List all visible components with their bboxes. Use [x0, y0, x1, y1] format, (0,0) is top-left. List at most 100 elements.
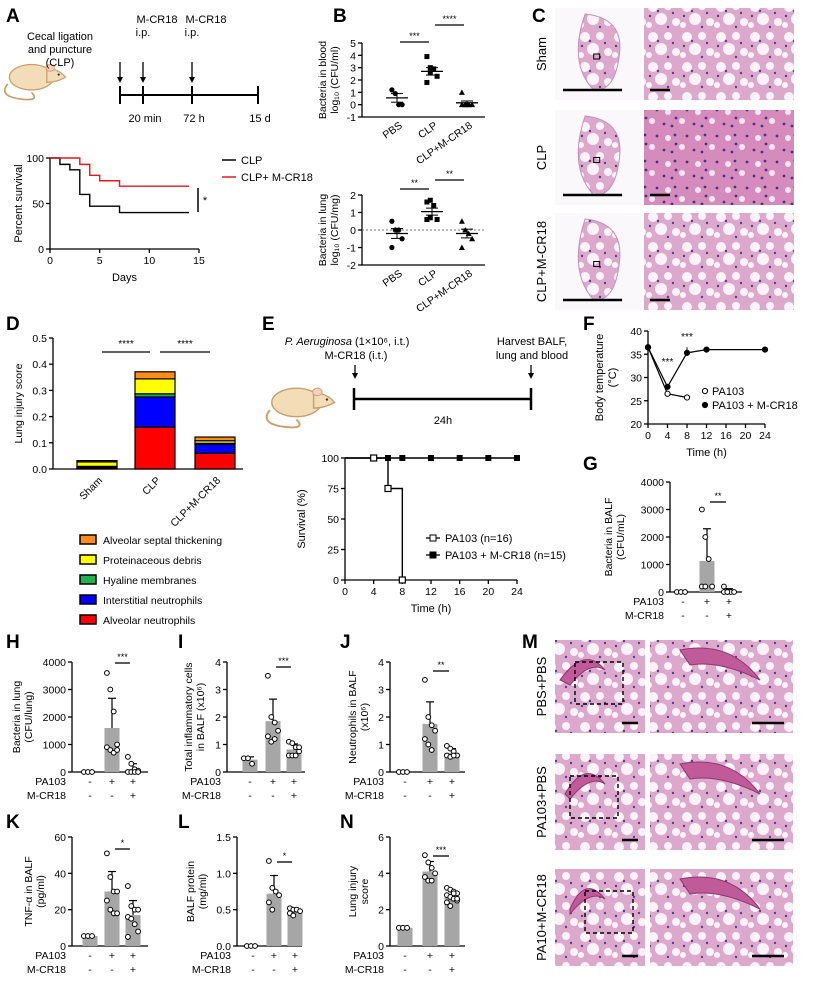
marker-open-square	[370, 454, 378, 462]
treatment-sign: +	[292, 964, 298, 976]
legend-label: Proteinaceous debris	[103, 555, 202, 567]
y-tick-label: 1	[350, 208, 356, 220]
treatment-label: M-CR18	[192, 964, 231, 976]
legend-label: PA103 + M-CR18	[712, 400, 798, 412]
mouse-eye	[325, 398, 329, 401]
significance-label: ***	[278, 656, 289, 666]
arrow-head-icon	[189, 77, 195, 83]
y-axis-label: Bacteria in lung	[11, 681, 23, 754]
treatment-sign: +	[704, 596, 710, 608]
y-axis-label: (pg/ml)	[35, 875, 47, 908]
x-category-label: PBS	[381, 268, 405, 290]
treatment-label: M-CR18 (i.t.)	[325, 350, 388, 362]
data-point-1	[705, 556, 712, 562]
y-tick-label: 20	[54, 905, 66, 917]
treatment-label: PA103	[35, 950, 66, 962]
data-point-1	[425, 859, 432, 866]
treatment-label: PA103	[353, 950, 384, 962]
data-point-1	[104, 897, 110, 904]
legend-marker	[429, 551, 437, 559]
significance-label: *	[283, 851, 287, 861]
treatment-label: PA103	[190, 776, 221, 788]
x-category-label: CLP	[416, 120, 440, 142]
data-point-0	[404, 924, 410, 931]
treatment-label: M-CR18	[27, 964, 66, 976]
y-tick-label: 35	[630, 349, 642, 361]
data-point-1	[266, 858, 272, 864]
legend-label: PA103 (n=16)	[445, 533, 512, 545]
data-point-0	[252, 943, 258, 949]
data-point-1	[265, 733, 271, 740]
stacked-bar-3	[76, 461, 118, 467]
data-point-2	[128, 915, 135, 922]
treatment-label: M-CR18	[345, 964, 384, 976]
marker-filled-square	[399, 455, 406, 461]
significance-label: ****	[118, 339, 134, 350]
x-axis-label: Days	[112, 272, 138, 284]
marker-open-square	[398, 576, 406, 584]
bar-1	[422, 871, 438, 946]
marker-filled-square	[385, 455, 391, 461]
procedure-label: (CLP)	[46, 57, 75, 69]
marker-filled-square	[485, 455, 492, 461]
y-tick-label: 2000	[641, 532, 665, 544]
data-point-2	[458, 89, 465, 95]
panel-label-D: D	[6, 314, 20, 335]
y-tick-label: 0	[378, 941, 384, 953]
y-axis-label: log₁₀ (CFU/ml)	[329, 46, 341, 113]
x-tick-label: 8	[399, 586, 405, 598]
panel-label-F: F	[583, 314, 595, 335]
y-tick-label: 3000	[641, 505, 665, 517]
x-tick-label: 0	[47, 255, 53, 267]
airway-magnified-0	[679, 647, 761, 681]
panel-label-L: L	[178, 812, 190, 833]
bar-0	[242, 759, 258, 772]
data-point-1	[114, 910, 120, 917]
stacked-bar-4	[76, 460, 118, 463]
treatment-sign: -	[88, 964, 92, 976]
treatment-sign: -	[428, 790, 432, 802]
y-axis-label: Total inflammatory cells	[183, 662, 195, 771]
y-tick-label: 2	[378, 712, 384, 724]
treatment-sign: +	[291, 790, 297, 802]
airway-magnified-1	[679, 761, 761, 795]
treatment-sign: -	[88, 950, 92, 962]
treatment-sign: +	[130, 776, 136, 788]
legend-marker	[701, 401, 709, 409]
data-point-1	[114, 741, 120, 748]
legend-swatch	[79, 534, 97, 545]
significance-label: **	[714, 491, 722, 501]
stacked-bar-4	[134, 371, 176, 380]
y-tick-label: 2000	[43, 712, 67, 724]
histology-lowmag-1-inset-box	[593, 157, 601, 163]
data-point-1	[428, 877, 435, 884]
treatment-sign: -	[110, 964, 114, 976]
data-point-1	[422, 676, 428, 683]
dose-label: M-CR18	[186, 14, 227, 26]
stacked-bar-4	[194, 436, 236, 442]
data-point-1	[432, 870, 439, 877]
mouse-tail	[265, 409, 301, 429]
procedure-label: Cecal ligation	[27, 31, 93, 43]
marker-filled-circle	[664, 383, 671, 390]
pathogen-name: P. Aeruginosa	[285, 336, 352, 348]
zoom-region-box	[569, 775, 619, 819]
data-point-1	[104, 850, 110, 857]
data-point-2	[458, 218, 465, 224]
y-tick-label: 4000	[43, 657, 67, 669]
treatment-sign: +	[726, 610, 732, 622]
data-point-1	[424, 54, 430, 60]
data-point-0	[389, 87, 395, 93]
y-tick-label: 0	[215, 767, 221, 779]
marker-open-circle	[664, 390, 671, 397]
row-label: CLP+M-CR18	[534, 221, 549, 302]
panel-label-K: K	[6, 812, 20, 833]
treatment-sign: +	[449, 964, 455, 976]
data-point-2	[724, 589, 731, 595]
marker-filled-square	[456, 455, 463, 461]
data-point-1	[272, 888, 279, 895]
survival-curve-0	[50, 157, 190, 214]
y-tick-label: 4000	[641, 477, 665, 489]
y-tick-label: 1	[378, 740, 384, 752]
